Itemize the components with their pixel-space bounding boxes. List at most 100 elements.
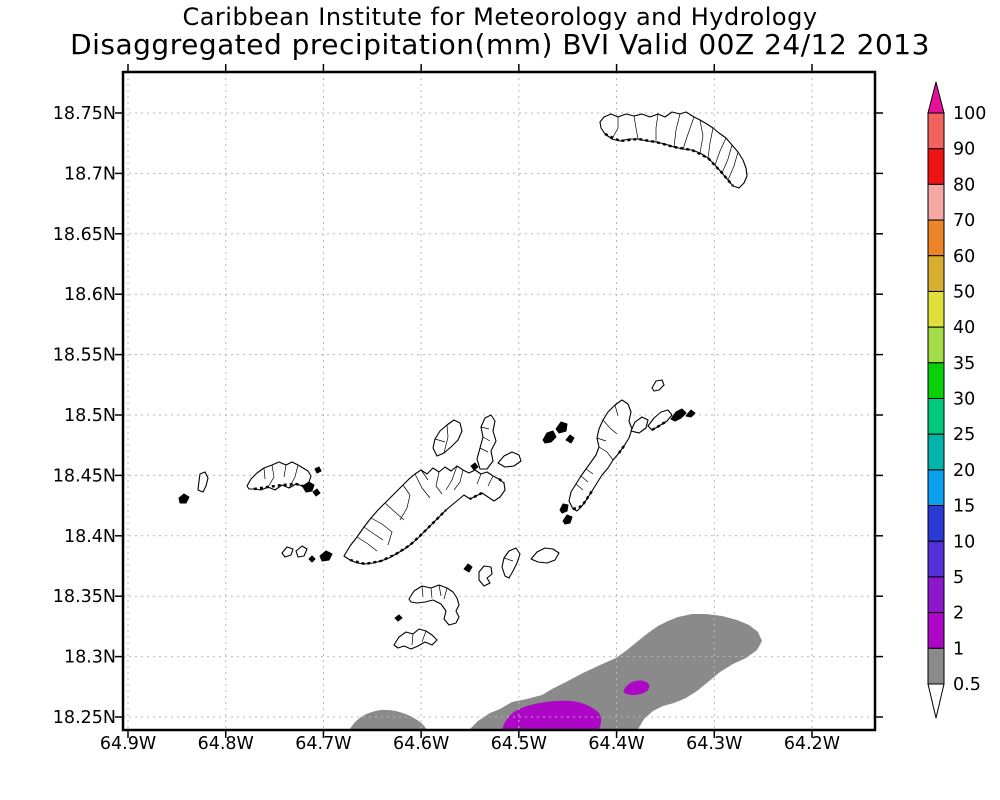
lat-tick-label: 18.45N [53, 466, 116, 486]
island-tortola [343, 465, 506, 565]
colorbar-segment [927, 469, 945, 507]
colorbar-segment [927, 148, 945, 185]
colorbar-tick-label: 1 [953, 639, 964, 659]
island-norman [393, 628, 438, 650]
precip-purple-patch [502, 700, 602, 730]
colorbar-segment [927, 433, 945, 471]
lat-tick-label: 18.25N [53, 708, 116, 728]
precip-purple-spot [623, 680, 650, 695]
colorbar-tick-label: 100 [953, 104, 986, 124]
colorbar-tick-label: 35 [953, 354, 975, 374]
islet-necker [651, 379, 665, 392]
lat-tick-label: 18.75N [53, 104, 116, 124]
lon-tick-label: 64.2W [784, 734, 840, 754]
lat-tick-label: 18.35N [53, 587, 116, 607]
colorbar-segment [927, 290, 945, 328]
colorbar-tick-label: 20 [953, 461, 975, 481]
island-peter-mesh [421, 584, 448, 600]
colorbar-tick-label: 50 [953, 282, 975, 302]
lat-tick-label: 18.4N [64, 527, 116, 547]
colorbar-segment [927, 576, 945, 614]
islet-chain-tip [685, 409, 696, 418]
title-institution: Caribbean Institute for Meteorology and … [182, 3, 818, 31]
islet-mosquito [630, 416, 649, 434]
island-anegada-mesh [611, 113, 739, 181]
colorbar-tick-label: 60 [953, 247, 975, 267]
graticule [123, 72, 875, 730]
islet-great-dog [542, 430, 557, 444]
colorbar-segment [927, 540, 945, 578]
island-jost-van-dyke-mesh [263, 464, 299, 489]
island-great-camanoe-mesh [479, 426, 491, 453]
colorbar-segment [927, 612, 945, 649]
islet-little-jost-van-dyke [302, 481, 315, 493]
map-frame [121, 70, 877, 732]
islands-layer [178, 111, 748, 650]
lon-tick-label: 64.3W [686, 734, 742, 754]
lat-tick-label: 18.6N [64, 285, 116, 305]
islet-prickly-pear [647, 409, 673, 431]
islet-george-dog [555, 421, 568, 434]
island-virgin-gorda-coast [572, 445, 625, 511]
colorbar-tick-label: 80 [953, 175, 975, 195]
lat-tick-label: 18.7N [64, 164, 116, 184]
island-norman-mesh [411, 630, 427, 646]
islet-great-tobago [197, 471, 209, 493]
colorbar-arrow-bottom [927, 683, 945, 719]
precip-gray-band [469, 614, 762, 730]
islet-marina-cay [470, 462, 479, 471]
lat-tick-label: 18.55N [53, 346, 116, 366]
island-virgin-gorda-mesh [575, 404, 619, 491]
colorbar-segment [927, 505, 945, 542]
colorbar-tick-label: 25 [953, 425, 975, 445]
lon-tick-label: 64.7W [295, 734, 351, 754]
colorbar-segment [927, 183, 945, 221]
colorbar-arrow-top [927, 81, 945, 114]
lat-tick-label: 18.5N [64, 406, 116, 426]
islet-dead-chest [463, 563, 473, 573]
island-salt [478, 565, 493, 587]
colorbar-segment [927, 647, 945, 685]
islet-pelican [394, 614, 403, 622]
islet-west-dog [565, 434, 575, 444]
islet-little-thatch [295, 545, 308, 558]
island-tortola-coast [349, 478, 505, 566]
islet-great-thatch [281, 546, 294, 558]
lon-tick-label: 64.6W [393, 734, 449, 754]
islet-prickly-pear-coast [651, 419, 668, 432]
axis-ticks [115, 64, 883, 738]
colorbar-tick-label: 70 [953, 211, 975, 231]
island-cooper [501, 547, 521, 579]
colorbar-tick-label: 5 [953, 568, 964, 588]
lat-tick-label: 18.65N [53, 225, 116, 245]
lon-tick-label: 64.5W [491, 734, 547, 754]
island-tortola-mesh [356, 465, 494, 552]
colorbar-segment [927, 255, 945, 292]
axis-labels: 18.75N 18.7N 18.65N 18.6N 18.55N 18.5N 18.45N 1… [53, 104, 840, 754]
lon-tick-label: 64.4W [588, 734, 644, 754]
islet-green-cay [312, 488, 321, 497]
plot-title: Caribbean Institute for Meteorology and … [0, 3, 1000, 61]
title-product: Disaggregated precipitation(mm) BVI Vali… [70, 27, 930, 61]
island-guana-mesh [434, 424, 449, 454]
islet-frenchman-cay [319, 550, 333, 562]
colorbar-tick-label: 30 [953, 390, 975, 410]
island-jost-van-dyke-coast [253, 482, 304, 491]
colorbar-tick-label: 10 [953, 532, 975, 552]
island-ginger [530, 547, 560, 564]
precip-gray-lobe [349, 709, 427, 730]
islet-round-rock [562, 514, 573, 525]
colorbar-tick-label: 2 [953, 604, 964, 624]
islet-fallen-jerusalem [559, 503, 569, 514]
colorbar-tick-label: 40 [953, 318, 975, 338]
precip-shading-layer [349, 614, 762, 730]
lon-tick-label: 64.8W [198, 734, 254, 754]
island-cooper-mesh [503, 557, 514, 562]
islet-sandy-cay [314, 466, 322, 474]
island-scrub [497, 451, 522, 468]
lon-tick-label: 64.9W [100, 734, 156, 754]
islet-thatch-rock [308, 555, 316, 563]
island-virgin-gorda [568, 399, 633, 512]
colorbar-legend: 100 90 80 70 60 50 40 35 30 25 20 15 10 5 2 1 0.5 [927, 81, 986, 719]
